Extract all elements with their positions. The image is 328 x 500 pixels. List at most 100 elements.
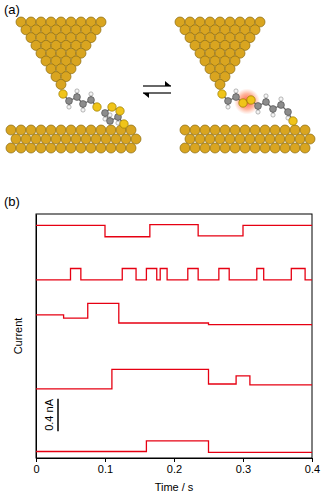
x-tick-mark — [36, 458, 37, 462]
atom-s — [120, 120, 128, 128]
atom-au — [56, 143, 66, 153]
atom-h — [81, 108, 85, 112]
plot-area — [36, 225, 312, 453]
y-axis-line — [36, 215, 37, 459]
atom-au — [250, 143, 260, 153]
atom-au — [295, 134, 305, 144]
y-axis-title: Current — [12, 318, 24, 355]
scene-open — [6, 17, 141, 153]
atom-au — [126, 143, 136, 153]
atom-au — [265, 134, 275, 144]
x-tick: 0 — [33, 458, 39, 475]
atom-au — [56, 125, 66, 135]
atom-au — [290, 125, 300, 135]
atom-c — [285, 109, 292, 116]
atom-au — [240, 125, 250, 135]
atom-au — [36, 143, 46, 153]
atom-au — [210, 143, 220, 153]
atom-au — [86, 143, 96, 153]
atom-au — [290, 143, 300, 153]
atom-au — [245, 134, 255, 144]
atom-au — [106, 125, 116, 135]
atom-h — [271, 113, 275, 117]
equilibrium-arrows — [143, 81, 171, 98]
atom-c — [80, 101, 87, 108]
atom-au — [16, 125, 26, 135]
atom-au — [225, 134, 235, 144]
atom-s — [116, 107, 124, 115]
atom-au — [195, 134, 205, 144]
atom-au — [66, 143, 76, 153]
atom-au — [21, 134, 31, 144]
atom-h — [75, 89, 79, 93]
x-tick-label: 0 — [33, 463, 39, 475]
arrow-head — [165, 81, 171, 86]
atom-c — [88, 97, 95, 104]
atom-s — [247, 96, 255, 104]
atom-au — [260, 125, 270, 135]
atom-au — [76, 125, 86, 135]
x-tick: 0.4 — [305, 458, 320, 475]
atom-au — [36, 125, 46, 135]
atom-au — [51, 134, 61, 144]
atom-s — [93, 103, 101, 111]
atom-au — [106, 143, 116, 153]
atom-au — [131, 134, 141, 144]
atom-au — [11, 134, 21, 144]
atom-au — [230, 125, 240, 135]
x-tick-label: 0.2 — [167, 463, 182, 475]
x-tick: 0.2 — [167, 458, 182, 475]
chart: 00.10.20.30.4Time / sCurrent0.4 nA — [12, 214, 320, 493]
atom-au — [220, 125, 230, 135]
figure: (a)(b)00.10.20.30.4Time / sCurrent0.4 nA — [0, 0, 328, 500]
atom-au — [275, 134, 285, 144]
atom-au — [230, 143, 240, 153]
atom-c — [107, 118, 114, 125]
current-trace — [36, 369, 312, 389]
atom-au — [200, 143, 210, 153]
atom-au — [200, 125, 210, 135]
atom-h — [67, 105, 71, 109]
scene-bridged — [175, 17, 315, 153]
x-axis: 00.10.20.30.4 — [33, 458, 320, 475]
atom-au — [270, 143, 280, 153]
atom-c — [270, 106, 277, 113]
atom-au — [26, 143, 36, 153]
atom-au — [91, 134, 101, 144]
atom-au — [205, 134, 215, 144]
atom-s — [218, 90, 226, 98]
atom-au — [280, 143, 290, 153]
atom-c — [74, 94, 81, 101]
panel-label: (b) — [4, 194, 20, 209]
atom-au — [111, 134, 121, 144]
atom-au — [61, 134, 71, 144]
atom-au — [16, 143, 26, 153]
atom-au — [250, 125, 260, 135]
x-tick-mark — [312, 458, 313, 462]
atom-c — [263, 99, 270, 106]
x-axis-title: Time / s — [155, 481, 194, 493]
atom-c — [255, 103, 262, 110]
atom-h — [89, 92, 93, 96]
atom-au — [190, 125, 200, 135]
x-tick-label: 0.1 — [98, 463, 113, 475]
atom-au — [71, 134, 81, 144]
x-tick-label: 0.4 — [305, 463, 320, 475]
current-trace — [36, 441, 312, 452]
atom-c — [225, 98, 232, 105]
atom-au — [185, 134, 195, 144]
atom-au — [305, 134, 315, 144]
current-trace — [36, 268, 312, 279]
atom-c — [278, 102, 285, 109]
atom-au — [220, 143, 230, 153]
atom-au — [260, 143, 270, 153]
atom-h — [234, 89, 238, 93]
atom-au — [66, 125, 76, 135]
x-tick: 0.1 — [98, 458, 113, 475]
x-tick-mark — [174, 458, 175, 462]
atom-c — [233, 94, 240, 101]
atom-au — [101, 134, 111, 144]
arrow-head — [143, 93, 149, 98]
atom-au — [180, 125, 190, 135]
current-trace — [36, 225, 312, 237]
